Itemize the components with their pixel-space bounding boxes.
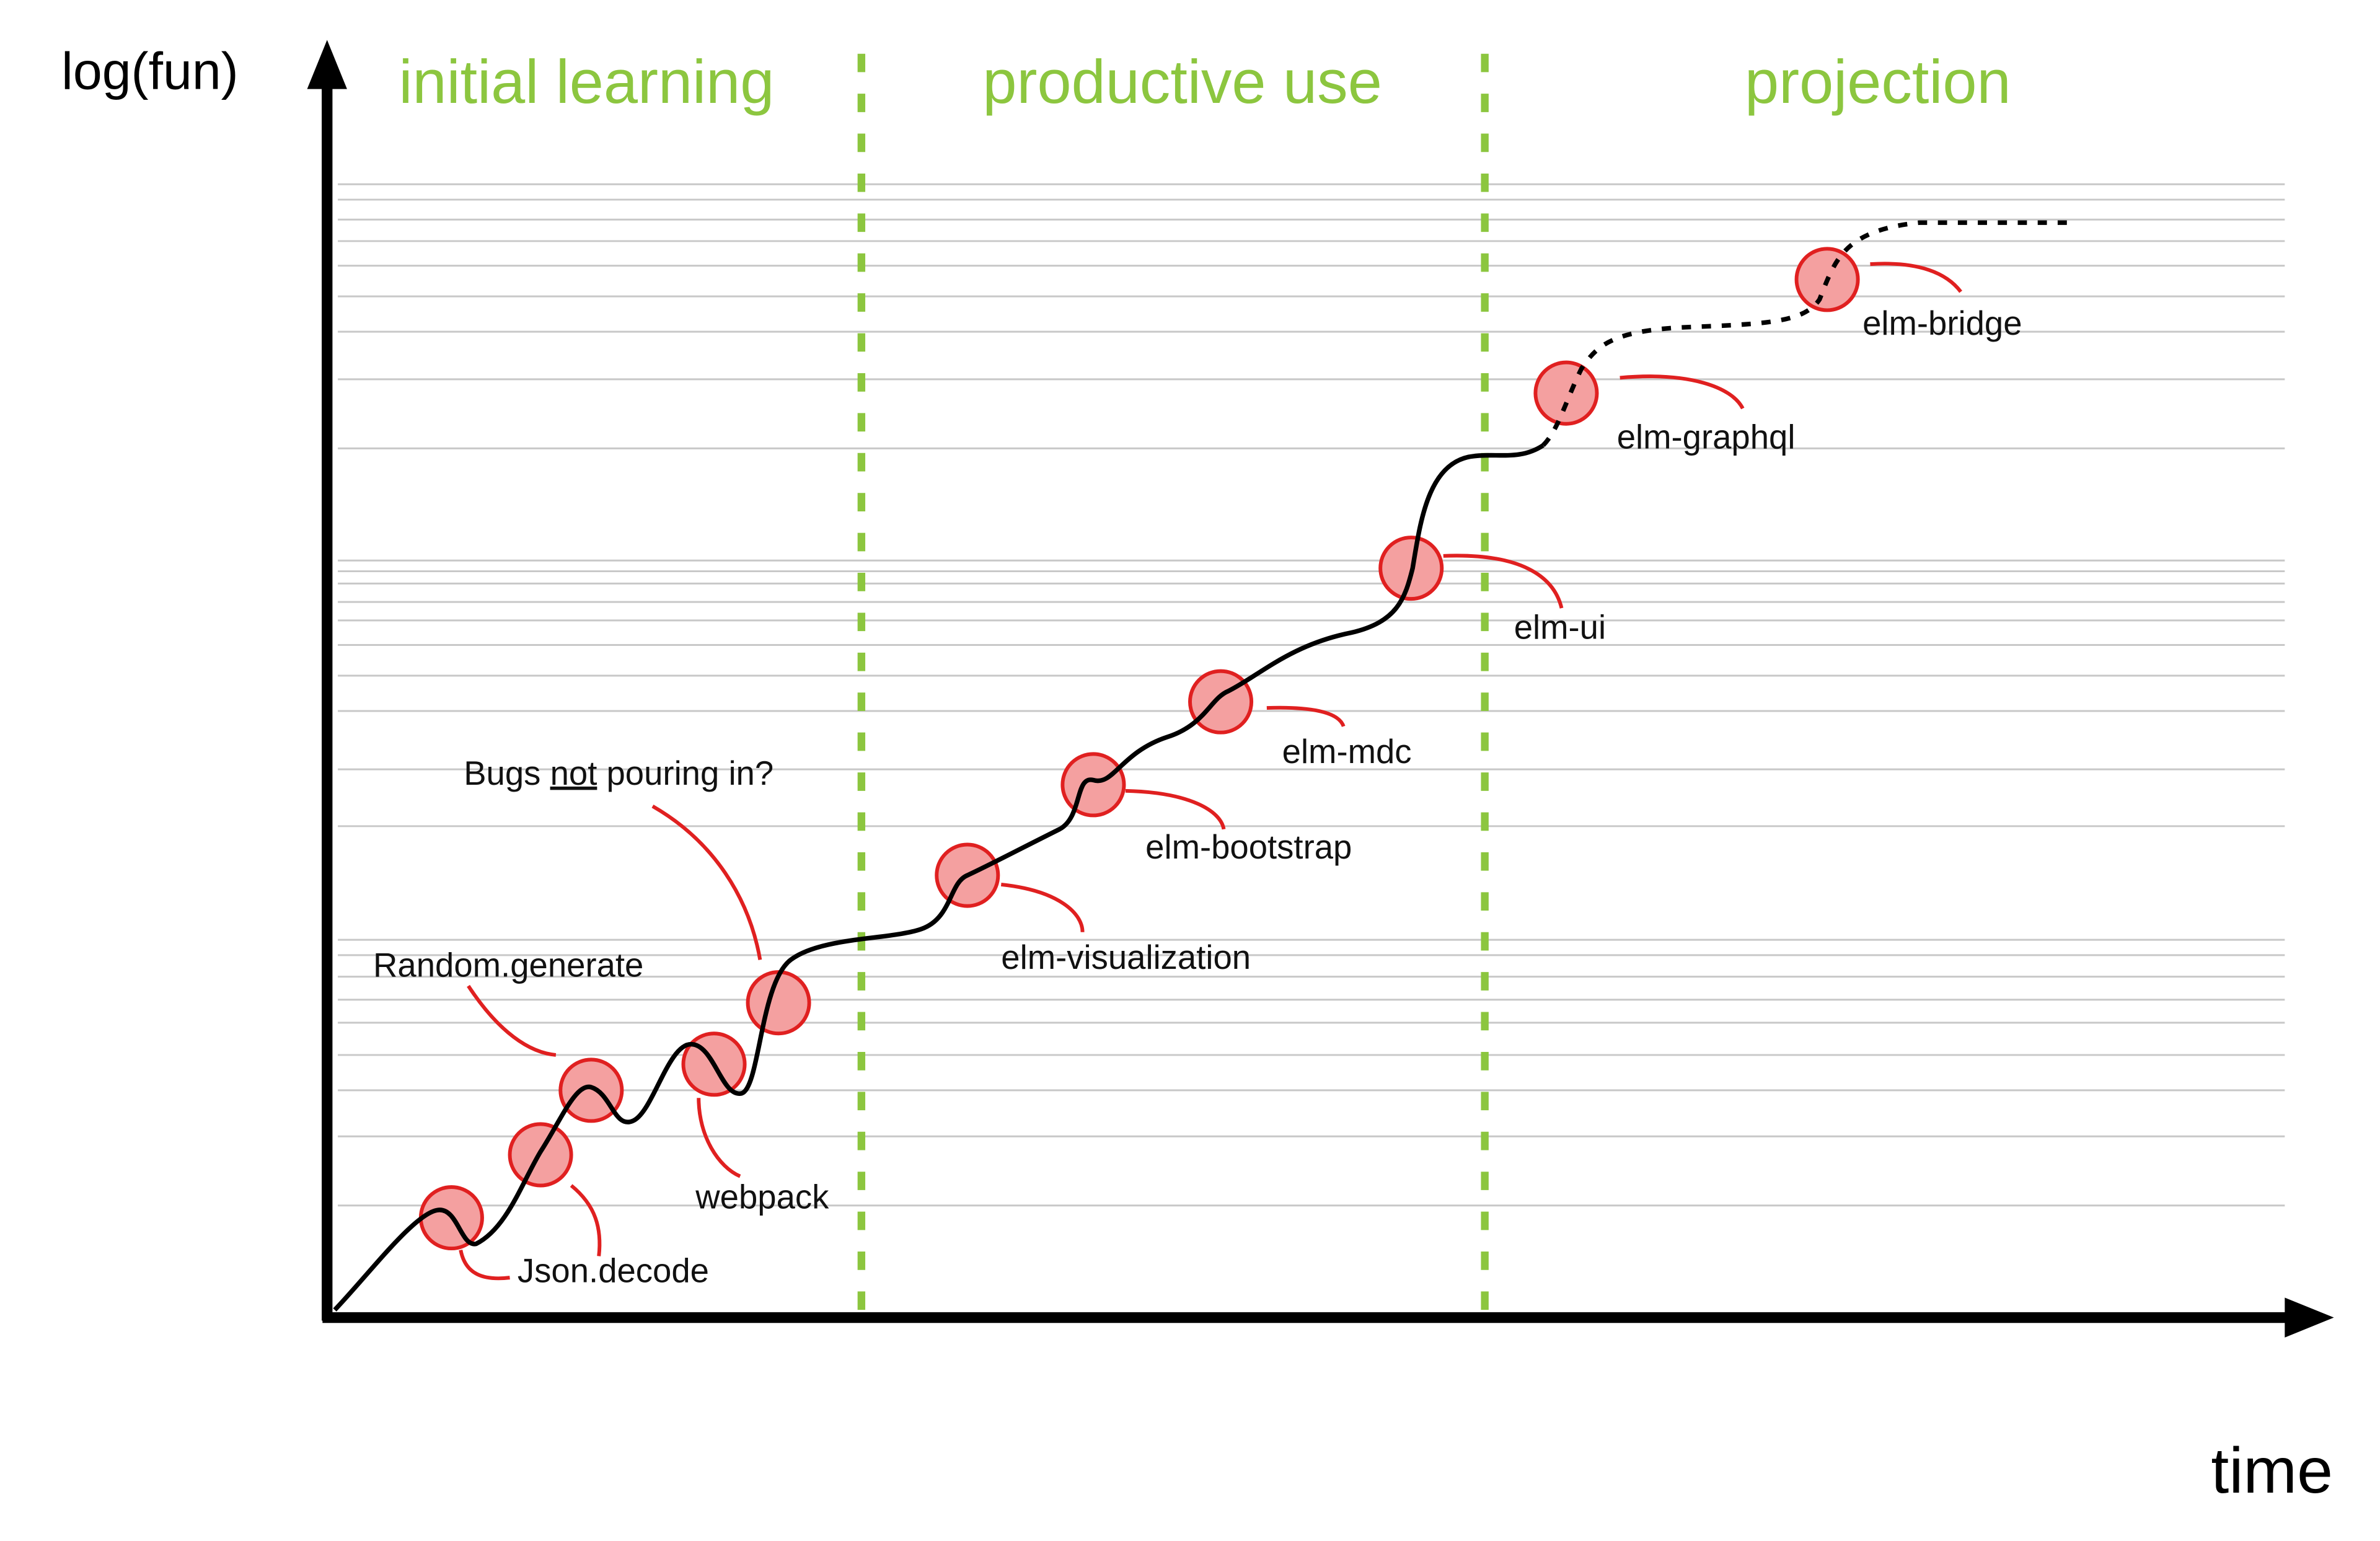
callouts	[459, 262, 1962, 1281]
x-axis-label: time	[2211, 1435, 2333, 1507]
annotation: elm-mdc	[1282, 733, 1412, 770]
annotation: Random.generate	[373, 947, 643, 984]
phase-title: initial learning	[399, 47, 774, 116]
y-axis-label: log(fun)	[61, 42, 239, 100]
fun-curve	[333, 443, 1545, 1312]
grid-lines	[338, 183, 2285, 1207]
question-part: pouring in?	[597, 754, 774, 792]
annotation: elm-bootstrap	[1145, 828, 1352, 866]
phase-title: projection	[1745, 47, 2011, 116]
annotation: webpack	[695, 1178, 829, 1216]
question: Bugs not pouring in?	[464, 754, 774, 792]
question-emphasis: not	[550, 754, 597, 792]
annotation: elm-bridge	[1862, 304, 2022, 342]
phase-title: productive use	[982, 47, 1382, 116]
annotation: Json.decode	[518, 1252, 709, 1290]
annotation: elm-visualization	[1001, 938, 1251, 976]
annotation: elm-ui	[1514, 609, 1606, 647]
phase-dividers	[857, 53, 1489, 1324]
annotation: elm-graphql	[1617, 418, 1796, 456]
axes	[307, 40, 2334, 1338]
question-part: Bugs	[464, 754, 550, 792]
